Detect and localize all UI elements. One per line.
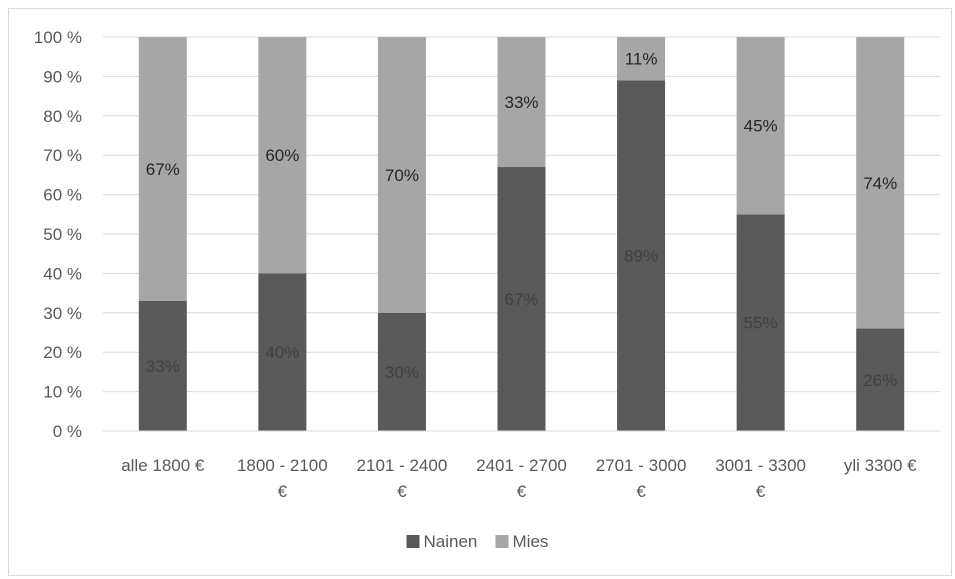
legend-swatch-nainen bbox=[406, 535, 420, 548]
bar-segment-nainen bbox=[377, 312, 426, 431]
bar-segment-nainen bbox=[617, 80, 666, 431]
legend: Nainen Mies bbox=[406, 532, 549, 551]
data-label: 33% bbox=[504, 93, 538, 112]
data-label: 11% bbox=[625, 50, 658, 69]
data-label: 55% bbox=[744, 314, 778, 333]
y-tick-label: 80 % bbox=[43, 107, 82, 126]
data-label: 45% bbox=[744, 117, 778, 136]
bar-segment-nainen bbox=[258, 273, 307, 431]
x-tick-label: 2101 - 2400 bbox=[357, 456, 448, 475]
y-tick-label: 100 % bbox=[34, 28, 82, 47]
data-label: 70% bbox=[385, 166, 419, 185]
data-label: 30% bbox=[385, 363, 419, 382]
x-tick-label: yli 3300 € bbox=[844, 456, 917, 475]
bar-segment-mies bbox=[497, 37, 546, 168]
legend-swatch-mies bbox=[495, 535, 509, 548]
data-label: 67% bbox=[504, 290, 538, 309]
data-label: 33% bbox=[146, 357, 180, 376]
y-tick-label: 20 % bbox=[43, 343, 82, 362]
y-tick-label: 50 % bbox=[43, 225, 82, 244]
x-axis: alle 1800 € 1800 - 2100 €2101 - 2400 €2401 … bbox=[103, 430, 940, 501]
x-tick-label: 3001 - 3300 bbox=[715, 456, 806, 475]
x-tick-label: 1800 - 2100 bbox=[237, 456, 328, 475]
bar-segment-nainen bbox=[856, 328, 905, 431]
x-tick-label: alle 1800 € bbox=[121, 456, 205, 475]
y-tick-label: 90 % bbox=[43, 67, 82, 86]
bar-segment-nainen bbox=[138, 300, 187, 431]
y-tick-label: 0 % bbox=[53, 422, 82, 441]
data-labels: 33% 67% 40% 60% 30% 70% 67% 33% 89% 11% 55% 45% 26% 7… bbox=[146, 50, 897, 390]
x-tick-label: 2701 - 3000 bbox=[596, 456, 687, 475]
data-label: 67% bbox=[146, 160, 180, 179]
x-tick-label: € bbox=[278, 482, 288, 501]
bar-segment-nainen bbox=[497, 167, 546, 431]
bar-segment-mies bbox=[377, 37, 426, 313]
bars bbox=[138, 37, 905, 431]
data-label: 40% bbox=[265, 343, 299, 362]
x-tick-label: 2401 - 2700 bbox=[476, 456, 567, 475]
y-tick-label: 30 % bbox=[43, 304, 82, 323]
y-tick-label: 10 % bbox=[43, 383, 82, 402]
y-tick-label: 40 % bbox=[43, 264, 82, 283]
y-tick-label: 70 % bbox=[43, 146, 82, 165]
bar-segment-mies bbox=[258, 37, 307, 274]
bar-segment-mies bbox=[138, 37, 187, 301]
x-tick-label: € bbox=[756, 482, 766, 501]
data-label: 26% bbox=[863, 371, 897, 390]
bar-segment-mies bbox=[856, 37, 905, 329]
x-tick-label: € bbox=[517, 482, 527, 501]
bar-segment-nainen bbox=[736, 214, 785, 431]
data-label: 74% bbox=[863, 174, 897, 193]
data-label: 89% bbox=[624, 247, 658, 266]
y-tick-label: 60 % bbox=[43, 186, 82, 205]
y-axis: 0 % 10 % 20 % 30 % 40 % 50 % 60 % 70 % 80 % 90 % 1… bbox=[34, 28, 82, 441]
x-tick-label: € bbox=[636, 482, 646, 501]
legend-label-mies: Mies bbox=[513, 532, 549, 551]
bar-segment-mies bbox=[736, 37, 785, 215]
bar-segment-mies bbox=[617, 37, 666, 81]
x-tick-label: € bbox=[397, 482, 407, 501]
legend-label-nainen: Nainen bbox=[424, 532, 478, 551]
data-label: 60% bbox=[265, 146, 299, 165]
